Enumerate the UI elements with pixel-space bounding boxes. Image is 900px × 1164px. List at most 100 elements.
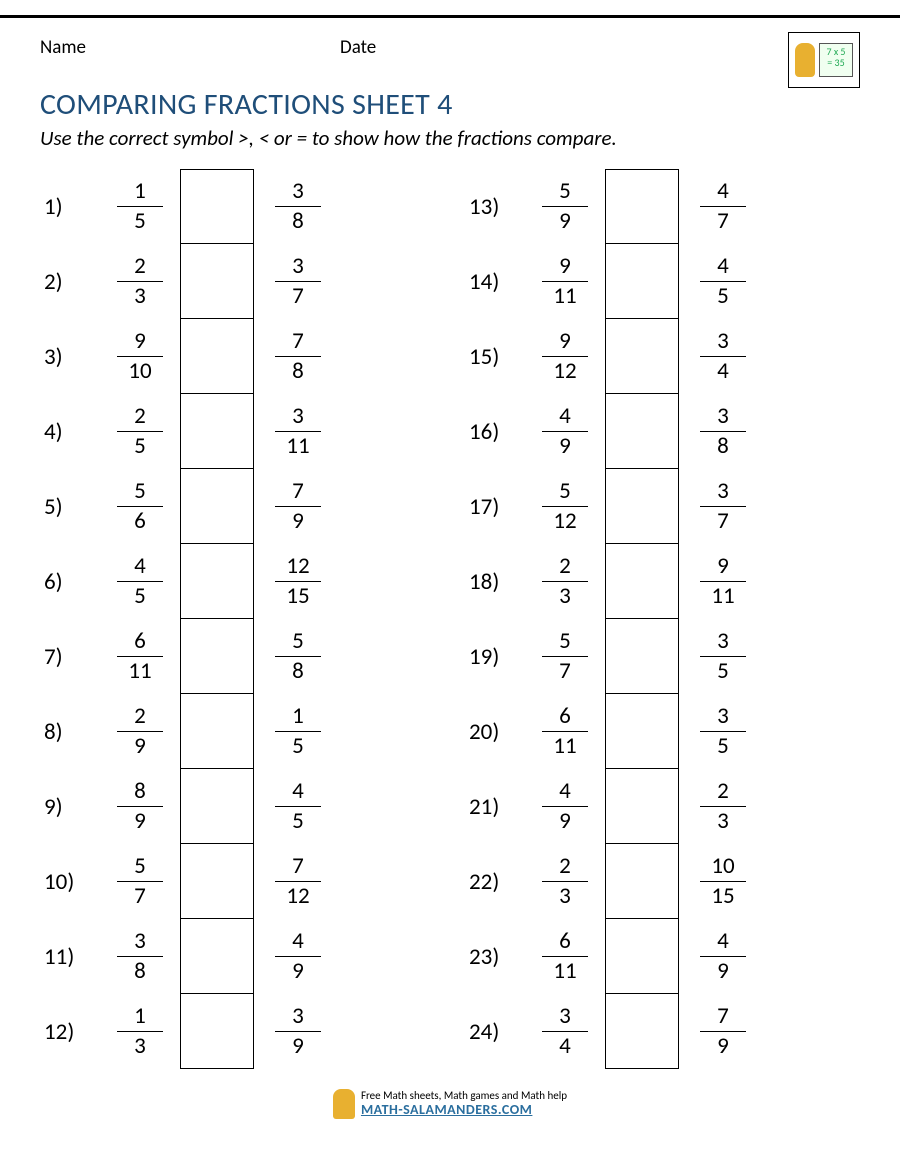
problem-number: 6)	[40, 568, 100, 596]
answer-box[interactable]	[605, 469, 679, 544]
answer-box[interactable]	[605, 844, 679, 919]
fraction-b: 911	[683, 555, 763, 608]
problem-row: 12)1339	[40, 994, 435, 1069]
problem-number: 15)	[465, 343, 525, 371]
numerator: 3	[258, 255, 338, 281]
fraction-b: 79	[683, 1005, 763, 1058]
denominator: 8	[275, 656, 321, 683]
denominator: 11	[117, 656, 163, 683]
problem-row: 1)1538	[40, 169, 435, 244]
fraction-b: 78	[258, 330, 338, 383]
column-right: 13)594714)9114515)9123416)493817)5123718…	[465, 169, 860, 1069]
problem-row: 8)2915	[40, 694, 435, 769]
salamander-icon	[795, 43, 815, 77]
numerator: 2	[100, 705, 180, 731]
problem-row: 5)5679	[40, 469, 435, 544]
answer-box[interactable]	[605, 619, 679, 694]
problem-row: 16)4938	[465, 394, 860, 469]
answer-box[interactable]	[180, 919, 254, 994]
answer-box[interactable]	[180, 169, 254, 244]
denominator: 7	[117, 881, 163, 908]
numerator: 4	[258, 930, 338, 956]
answer-box[interactable]	[605, 994, 679, 1069]
answer-box[interactable]	[605, 169, 679, 244]
numerator: 6	[100, 630, 180, 656]
denominator: 11	[700, 581, 746, 608]
answer-box[interactable]	[180, 244, 254, 319]
problem-number: 19)	[465, 643, 525, 671]
denominator: 8	[275, 356, 321, 383]
numerator: 3	[683, 480, 763, 506]
fraction-b: 49	[258, 930, 338, 983]
numerator: 2	[100, 405, 180, 431]
problem-row: 9)8945	[40, 769, 435, 844]
denominator: 9	[117, 731, 163, 758]
problem-row: 22)231015	[465, 844, 860, 919]
answer-box[interactable]	[605, 769, 679, 844]
problem-row: 24)3479	[465, 994, 860, 1069]
problem-number: 4)	[40, 418, 100, 446]
fraction-b: 49	[683, 930, 763, 983]
denominator: 8	[700, 431, 746, 458]
answer-box[interactable]	[180, 544, 254, 619]
answer-box[interactable]	[605, 319, 679, 394]
problem-row: 13)5947	[465, 169, 860, 244]
denominator: 5	[117, 581, 163, 608]
worksheet-page: Name Date 7 x 5 = 35 COMPARING FRACTIONS…	[0, 0, 900, 1133]
problem-number: 9)	[40, 793, 100, 821]
fraction-b: 35	[683, 630, 763, 683]
answer-box[interactable]	[180, 844, 254, 919]
denominator: 9	[700, 1031, 746, 1058]
answer-box[interactable]	[180, 469, 254, 544]
answer-box[interactable]	[605, 244, 679, 319]
problem-row: 18)23911	[465, 544, 860, 619]
numerator: 4	[100, 555, 180, 581]
answer-box[interactable]	[605, 694, 679, 769]
problem-columns: 1)15382)23373)910784)253115)56796)451215…	[40, 169, 860, 1069]
numerator: 9	[525, 255, 605, 281]
numerator: 1	[258, 705, 338, 731]
sheet-body: Name Date 7 x 5 = 35 COMPARING FRACTIONS…	[0, 18, 900, 1133]
answer-box[interactable]	[605, 544, 679, 619]
answer-box[interactable]	[605, 394, 679, 469]
denominator: 5	[700, 656, 746, 683]
brand-logo: 7 x 5 = 35	[788, 32, 860, 88]
answer-box[interactable]	[180, 694, 254, 769]
denominator: 10	[117, 356, 163, 383]
worksheet-title: COMPARING FRACTIONS SHEET 4	[40, 86, 860, 123]
denominator: 9	[275, 956, 321, 983]
denominator: 8	[117, 956, 163, 983]
denominator: 9	[117, 806, 163, 833]
answer-box[interactable]	[180, 769, 254, 844]
answer-box[interactable]	[605, 919, 679, 994]
denominator: 7	[542, 656, 588, 683]
logo-equation: 7 x 5 = 35	[819, 43, 853, 77]
numerator: 3	[683, 705, 763, 731]
fraction-a: 57	[100, 855, 180, 908]
answer-box[interactable]	[180, 319, 254, 394]
denominator: 11	[542, 281, 588, 308]
answer-box[interactable]	[180, 619, 254, 694]
denominator: 3	[117, 1031, 163, 1058]
problem-row: 6)451215	[40, 544, 435, 619]
denominator: 9	[275, 506, 321, 533]
numerator: 3	[258, 180, 338, 206]
header-row: Name Date 7 x 5 = 35	[40, 36, 860, 66]
answer-box[interactable]	[180, 994, 254, 1069]
fraction-a: 611	[525, 930, 605, 983]
problem-number: 24)	[465, 1018, 525, 1046]
problem-number: 18)	[465, 568, 525, 596]
numerator: 5	[525, 480, 605, 506]
fraction-a: 13	[100, 1005, 180, 1058]
fraction-b: 58	[258, 630, 338, 683]
fraction-b: 79	[258, 480, 338, 533]
denominator: 9	[542, 806, 588, 833]
fraction-b: 15	[258, 705, 338, 758]
footer-inner: Free Math sheets, Math games and Math he…	[333, 1089, 567, 1119]
numerator: 2	[525, 555, 605, 581]
problem-number: 5)	[40, 493, 100, 521]
answer-box[interactable]	[180, 394, 254, 469]
denominator: 9	[542, 431, 588, 458]
problem-row: 14)91145	[465, 244, 860, 319]
fraction-a: 611	[525, 705, 605, 758]
